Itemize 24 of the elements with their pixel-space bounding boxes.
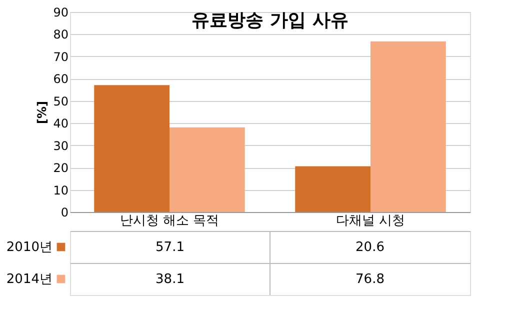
data-label: 76.8 (356, 272, 384, 287)
bar (94, 85, 170, 212)
bar (169, 127, 245, 212)
x-tick-label: 다채널 시청 (336, 214, 406, 228)
x-tick-label: 난시청 해소 목적 (120, 214, 220, 228)
y-tick-label: 50 (53, 94, 68, 108)
y-tick-label: 60 (53, 72, 68, 86)
legend-label: 2014년 (6, 272, 52, 287)
y-tick-label: 90 (53, 6, 68, 20)
data-label: 20.6 (356, 240, 384, 255)
chart-title: 유료방송 가입 사유 (192, 10, 348, 31)
y-tick-label: 0 (60, 206, 68, 220)
data-label: 57.1 (156, 240, 184, 255)
y-tick-label: 70 (53, 50, 68, 64)
bar (370, 41, 446, 212)
y-tick-label: 40 (53, 116, 68, 131)
y-axis-title: [%] (35, 101, 50, 124)
y-tick-label: 10 (53, 183, 68, 198)
y-tick-label: 30 (53, 138, 68, 153)
y-tick-label: 80 (53, 28, 68, 42)
legend-label: 2010년 (6, 240, 52, 255)
data-label: 38.1 (156, 272, 184, 287)
y-tick-label: 20 (53, 161, 68, 176)
bar (295, 166, 371, 212)
